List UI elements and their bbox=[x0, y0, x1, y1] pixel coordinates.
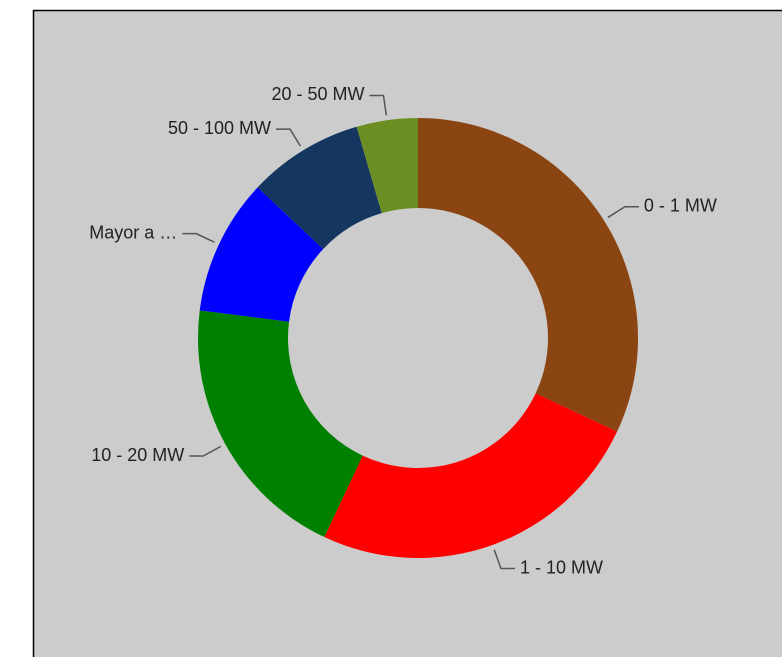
leader-line bbox=[607, 205, 639, 219]
donut-slice bbox=[356, 118, 418, 214]
leader-line bbox=[189, 445, 222, 457]
donut-slice bbox=[324, 393, 618, 558]
slice-label: 1 - 10 MW bbox=[520, 557, 603, 577]
leader-line bbox=[369, 94, 388, 116]
slice-label: Mayor a … bbox=[89, 222, 177, 242]
donut-slice bbox=[198, 310, 363, 538]
slice-label: 10 - 20 MW bbox=[91, 445, 184, 465]
slice-label: 0 - 1 MW bbox=[644, 195, 717, 215]
slice-label: 50 - 100 MW bbox=[168, 118, 271, 138]
donut-slice bbox=[199, 187, 324, 322]
leader-line bbox=[493, 549, 515, 570]
slice-label: 20 - 50 MW bbox=[271, 84, 364, 104]
donut-slice bbox=[257, 126, 382, 250]
leader-line bbox=[182, 232, 215, 243]
chart-frame bbox=[32, 9, 782, 657]
leader-line bbox=[275, 128, 302, 147]
donut-slice bbox=[418, 118, 638, 432]
